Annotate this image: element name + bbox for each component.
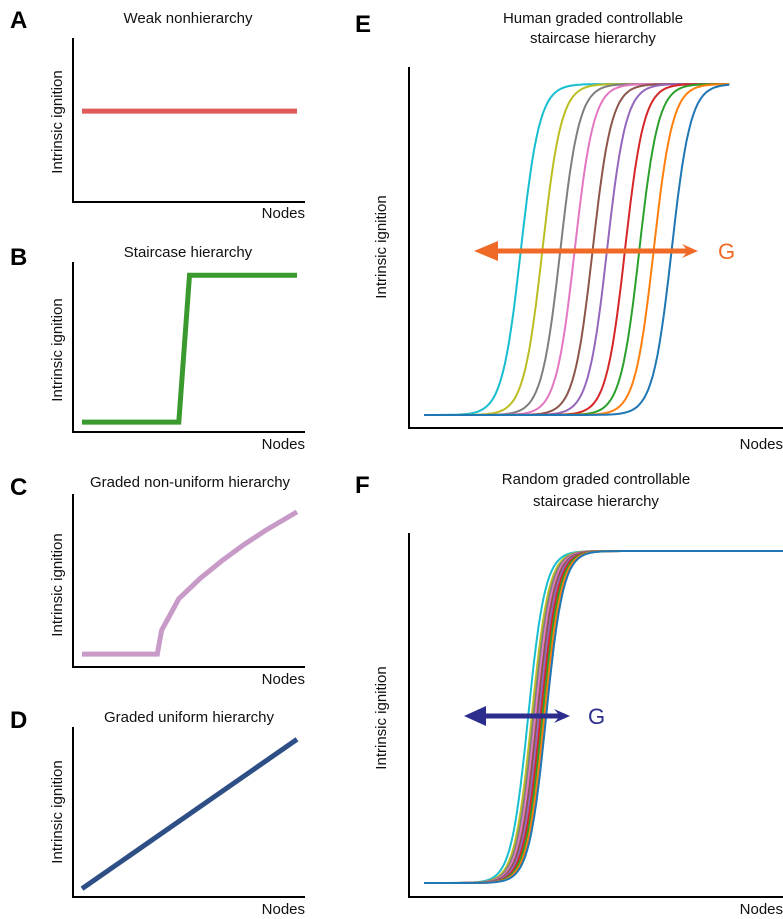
panel-c-line	[82, 509, 299, 657]
panel-b-title: Staircase hierarchy	[124, 244, 253, 261]
panel-b: B Staircase hierarchy Intrinsic ignition…	[10, 244, 305, 453]
panel-b-axes	[72, 262, 305, 433]
panel-letter-d: D	[10, 707, 27, 734]
panel-f-title-line2: staircase hierarchy	[533, 493, 659, 510]
panel-e-arrow-head	[474, 241, 498, 261]
panel-e-arrow-tail	[682, 244, 698, 258]
panel-letter-b: B	[10, 244, 27, 271]
panel-d-xlabel: Nodes	[262, 901, 305, 918]
panel-a-title: Weak nonhierarchy	[124, 10, 253, 27]
panel-f-ylabel: Intrinsic ignition	[373, 666, 390, 769]
panel-a: A Weak nonhierarchy Intrinsic ignition N…	[10, 7, 305, 222]
panel-e-curves	[424, 83, 730, 416]
panel-d-title: Graded uniform hierarchy	[104, 709, 275, 726]
panel-d: D Graded uniform hierarchy Intrinsic ign…	[10, 707, 305, 918]
panel-e-ylabel: Intrinsic ignition	[373, 195, 390, 298]
panel-e: E Human graded controllable staircase hi…	[355, 10, 783, 453]
panel-f-g-arrow: G	[464, 704, 605, 729]
panel-f-arrow-head	[464, 706, 486, 726]
panel-d-line	[80, 737, 299, 891]
panel-d-axes	[72, 727, 305, 898]
panel-f-arrow-tail	[554, 709, 570, 723]
panel-c-ylabel: Intrinsic ignition	[49, 533, 66, 636]
panel-e-xlabel: Nodes	[740, 436, 783, 453]
panel-a-axes	[72, 38, 305, 203]
panel-f-g-label: G	[588, 704, 605, 729]
panel-f: F Random graded controllable staircase h…	[355, 471, 783, 918]
panel-e-title-line1: Human graded controllable	[503, 10, 683, 27]
panel-letter-c: C	[10, 474, 27, 501]
panel-a-ylabel: Intrinsic ignition	[49, 70, 66, 173]
panel-letter-a: A	[10, 7, 27, 34]
panel-b-xlabel: Nodes	[262, 436, 305, 453]
panel-f-title-line1: Random graded controllable	[502, 471, 690, 488]
panel-a-xlabel: Nodes	[262, 205, 305, 222]
panel-c: C Graded non-uniform hierarchy Intrinsic…	[10, 474, 305, 688]
panel-e-g-arrow: G	[474, 239, 735, 264]
panel-f-series-10	[424, 550, 783, 884]
panel-e-axes	[408, 67, 783, 429]
panel-f-xlabel: Nodes	[740, 901, 783, 918]
panel-c-xlabel: Nodes	[262, 671, 305, 688]
panel-letter-f: F	[355, 472, 370, 499]
panel-b-line	[82, 272, 297, 425]
panel-letter-e: E	[355, 11, 371, 38]
panel-f-curves	[424, 550, 783, 884]
panel-d-ylabel: Intrinsic ignition	[49, 760, 66, 863]
panel-f-axes	[408, 533, 783, 898]
panel-c-title: Graded non-uniform hierarchy	[90, 474, 291, 491]
panel-b-ylabel: Intrinsic ignition	[49, 298, 66, 401]
panel-e-title-line2: staircase hierarchy	[530, 30, 656, 47]
panel-e-series-10	[424, 83, 730, 416]
panel-e-g-label: G	[718, 239, 735, 264]
panel-c-axes	[72, 494, 305, 668]
